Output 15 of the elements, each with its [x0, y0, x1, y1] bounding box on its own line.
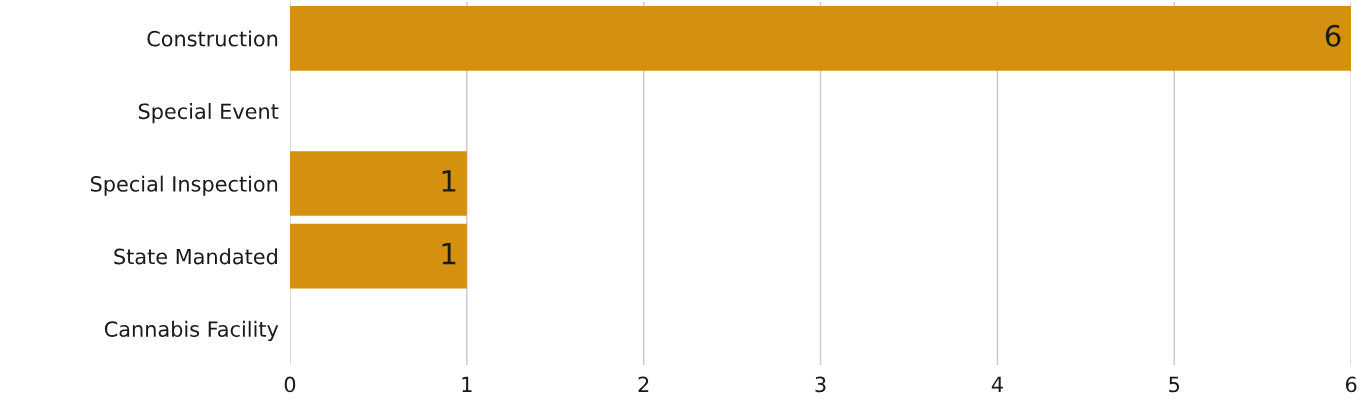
x-tick-label: 3 — [815, 376, 826, 393]
x-tick-label: 2 — [638, 376, 649, 393]
x-tick-label: 5 — [1169, 376, 1180, 393]
x-tick-label: 6 — [1345, 376, 1357, 393]
data-label: 1 — [442, 242, 456, 265]
data-label: 6 — [1325, 24, 1341, 47]
y-tick-label: Special Event — [138, 103, 279, 124]
y-tick-label: State Mandated — [114, 248, 277, 265]
x-tick-label: 1 — [462, 376, 472, 393]
y-tick-label: Special Inspection — [90, 175, 278, 196]
y-tick-label: Construction — [147, 30, 278, 47]
y-tick-label: Cannabis Facility — [104, 320, 279, 342]
x-tick-label: 4 — [991, 376, 1003, 393]
x-tick-label: 0 — [284, 376, 296, 393]
data-label: 1 — [442, 170, 456, 192]
